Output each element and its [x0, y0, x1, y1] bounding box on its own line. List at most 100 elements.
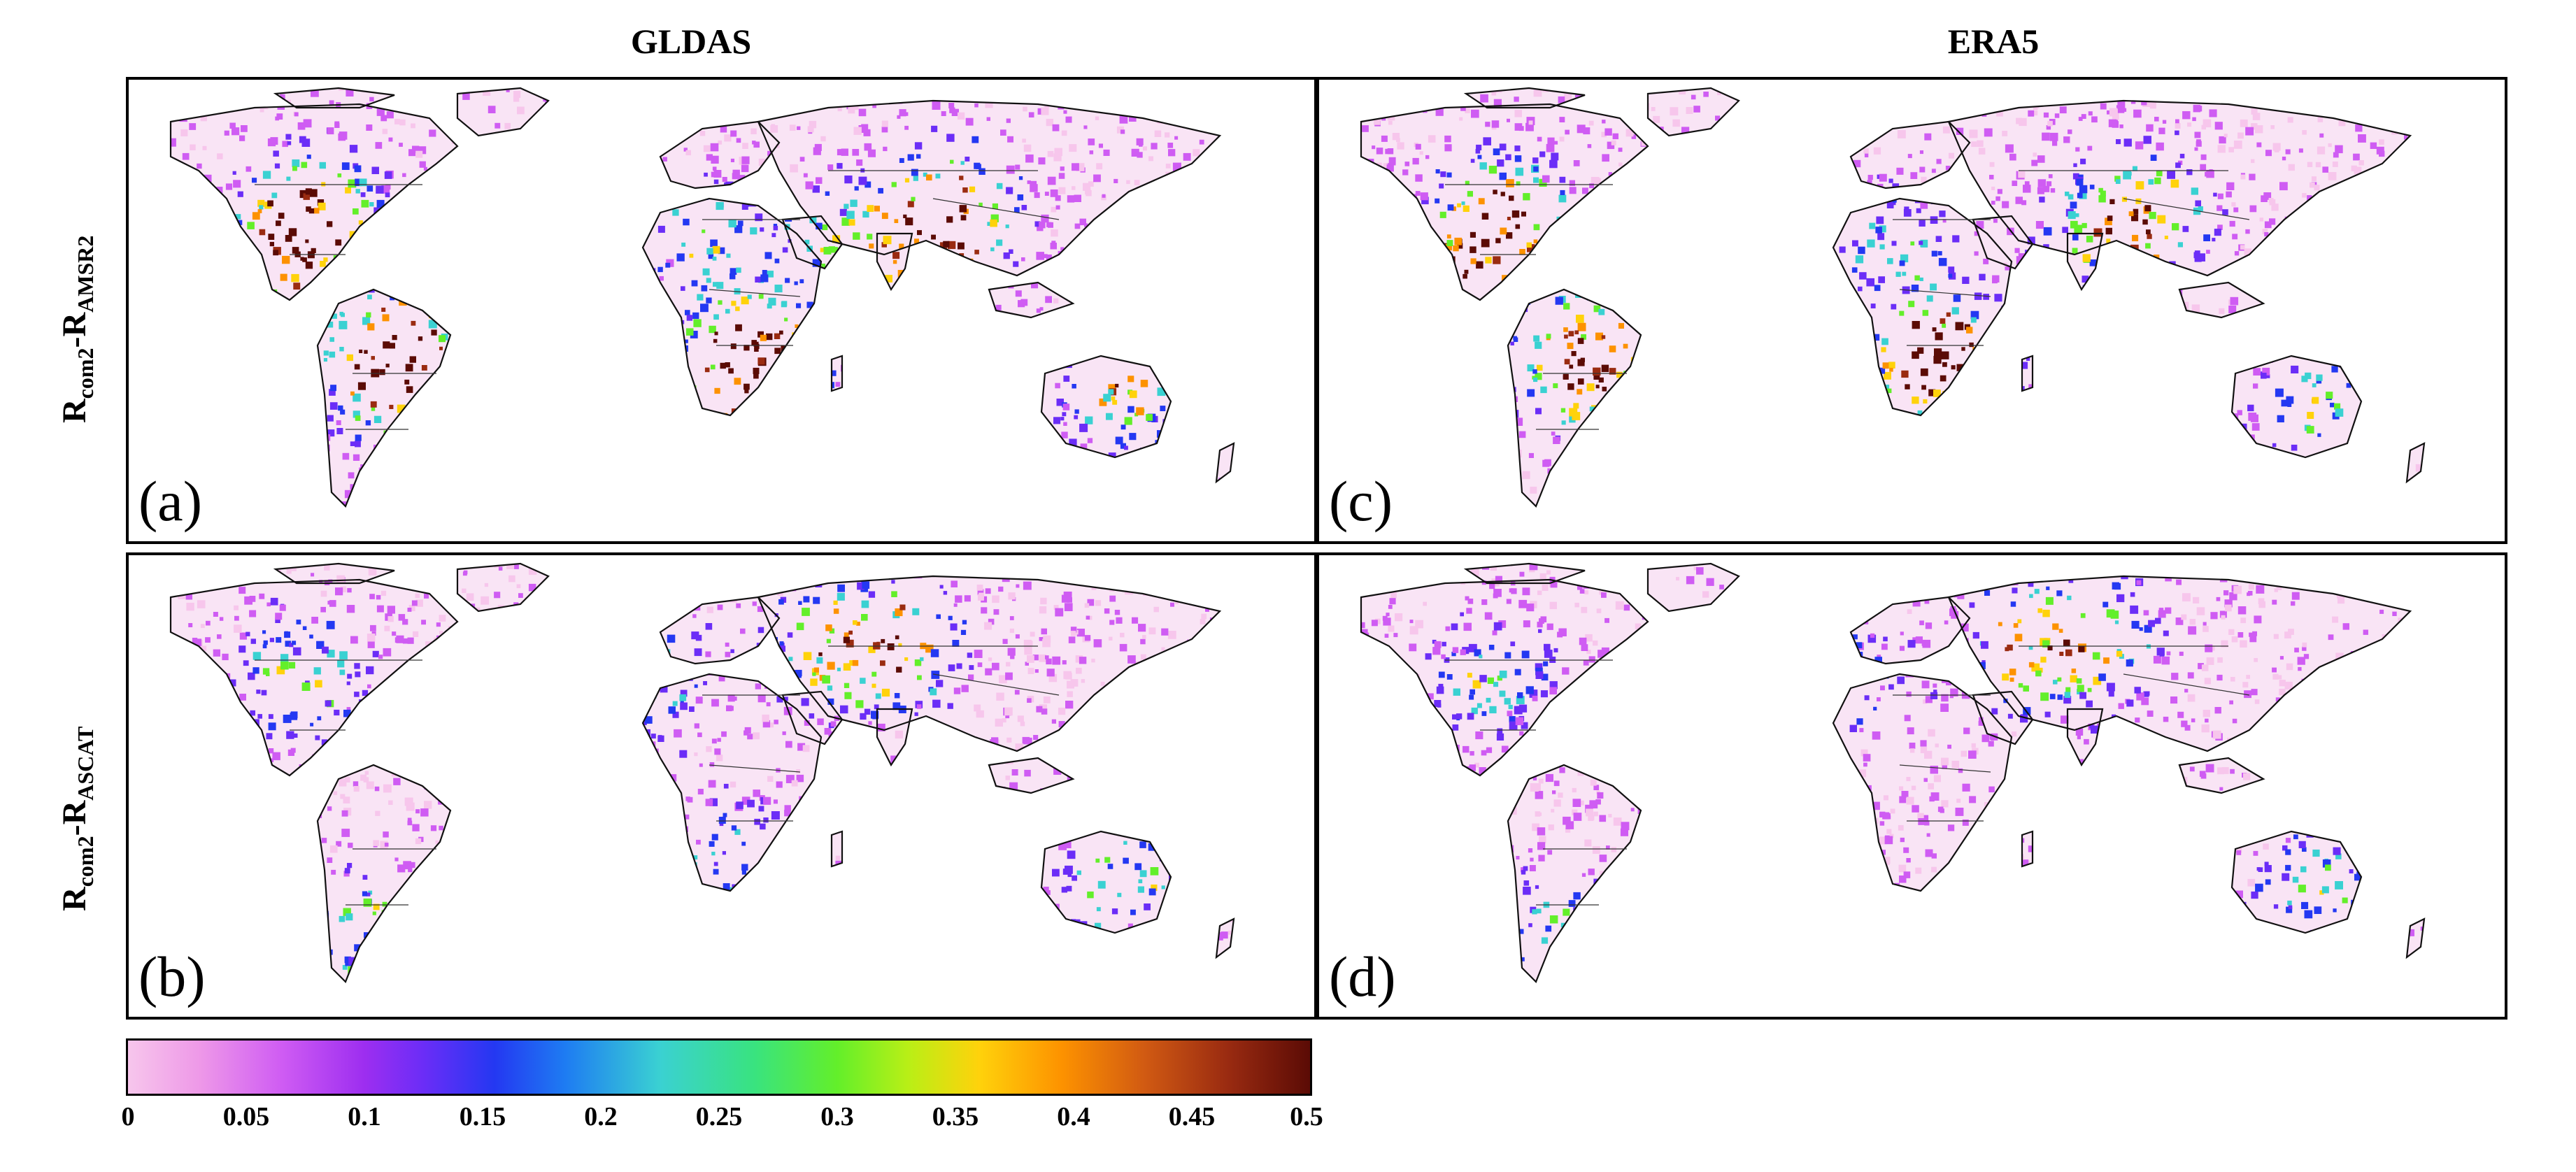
- value-cell: [2437, 290, 2442, 294]
- value-cell: [657, 291, 664, 297]
- value-cell: [1898, 506, 1902, 510]
- value-cell: [611, 345, 616, 351]
- value-cell: [455, 255, 462, 263]
- value-cell: [1430, 497, 1438, 506]
- value-cell: [305, 188, 312, 195]
- value-cell: [1270, 188, 1274, 192]
- value-cell: [562, 115, 567, 120]
- value-cell: [1837, 138, 1844, 145]
- value-cell: [2477, 215, 2484, 223]
- value-cell: [700, 97, 707, 103]
- value-cell: [1795, 138, 1800, 142]
- value-cell: [655, 399, 661, 404]
- value-cell: [1612, 417, 1620, 425]
- value-cell: [2486, 93, 2493, 100]
- value-cell: [411, 123, 415, 129]
- value-cell: [1733, 457, 1737, 461]
- value-cell: [2459, 210, 2463, 215]
- value-cell: [2200, 154, 2207, 160]
- value-cell: [621, 466, 629, 475]
- value-cell: [292, 166, 297, 171]
- value-cell: [1475, 149, 1481, 154]
- value-cell: [959, 176, 964, 180]
- value-cell: [1039, 307, 1044, 311]
- value-cell: [372, 88, 380, 91]
- value-cell: [885, 533, 888, 536]
- value-cell: [677, 88, 685, 93]
- value-cell: [673, 361, 681, 370]
- value-cell: [412, 268, 420, 276]
- value-cell: [571, 297, 576, 302]
- value-cell: [1175, 190, 1180, 194]
- value-cell: [2287, 460, 2293, 467]
- value-cell: [1481, 480, 1490, 489]
- value-cell: [611, 138, 617, 144]
- value-cell: [2445, 424, 2449, 429]
- value-cell: [1195, 531, 1203, 540]
- value-cell: [1469, 320, 1474, 326]
- value-cell: [599, 520, 604, 525]
- value-cell: [1625, 214, 1633, 223]
- value-cell: [2149, 393, 2157, 400]
- value-cell: [588, 366, 596, 373]
- value-cell: [608, 381, 612, 385]
- value-cell: [371, 356, 375, 360]
- value-cell: [985, 540, 988, 541]
- value-cell: [872, 265, 878, 271]
- value-cell: [1291, 189, 1297, 195]
- value-cell: [1343, 246, 1351, 254]
- value-cell: [1429, 88, 1435, 89]
- value-cell: [1321, 372, 1328, 380]
- value-cell: [488, 245, 494, 251]
- value-cell: [1446, 240, 1453, 246]
- value-cell: [439, 346, 443, 350]
- value-cell: [462, 81, 467, 87]
- value-cell: [371, 273, 379, 281]
- value-cell: [2405, 171, 2410, 176]
- value-cell: [2253, 469, 2258, 474]
- value-cell: [2209, 88, 2216, 89]
- value-cell: [1700, 442, 1706, 448]
- value-cell: [578, 319, 583, 324]
- value-cell: [588, 425, 595, 433]
- value-cell: [164, 289, 169, 294]
- value-cell: [517, 394, 524, 401]
- value-cell: [1036, 502, 1044, 506]
- value-cell: [1822, 340, 1826, 344]
- value-cell: [1034, 508, 1039, 513]
- value-cell: [814, 399, 823, 408]
- value-cell: [2060, 310, 2068, 318]
- value-cell: [2059, 106, 2067, 114]
- value-cell: [1518, 431, 1526, 438]
- value-cell: [1127, 406, 1134, 413]
- value-cell: [271, 310, 277, 315]
- value-cell: [700, 303, 709, 313]
- value-cell: [1212, 516, 1219, 523]
- value-cell: [773, 224, 778, 228]
- value-cell: [2310, 213, 2314, 218]
- value-cell: [1941, 351, 1949, 359]
- value-cell: [278, 213, 285, 219]
- value-cell: [764, 252, 772, 259]
- value-cell: [255, 538, 262, 542]
- value-cell: [1058, 187, 1066, 194]
- value-cell: [150, 142, 158, 150]
- value-cell: [654, 165, 661, 173]
- value-cell: [2268, 452, 2276, 461]
- value-cell: [1121, 88, 1130, 90]
- value-cell: [197, 320, 202, 325]
- value-cell: [1970, 112, 1974, 116]
- value-cell: [892, 513, 897, 517]
- value-cell: [713, 282, 718, 287]
- value-cell: [760, 532, 764, 537]
- value-cell: [1572, 447, 1579, 454]
- value-cell: [1331, 107, 1339, 115]
- value-cell: [355, 524, 362, 532]
- value-cell: [1802, 360, 1807, 364]
- value-cell: [406, 500, 413, 506]
- value-cell: [129, 287, 134, 291]
- value-cell: [2385, 109, 2390, 114]
- value-cell: [633, 446, 639, 452]
- value-cell: [851, 386, 860, 394]
- value-cell: [476, 388, 484, 396]
